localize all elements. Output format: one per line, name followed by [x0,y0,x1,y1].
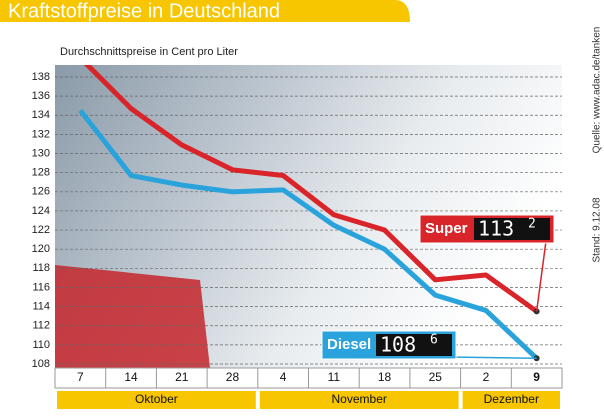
series-group [78,65,539,361]
price-display [376,334,452,356]
source: Quelle: www.adac.de/tanken [592,27,603,154]
legend-label: Super [425,220,468,237]
y-tick-label: 120 [32,243,50,255]
price-display [474,218,550,240]
y-tick-label: 136 [32,90,50,102]
chart-title: Kraftstoffpreise in Deutschland [8,0,280,22]
y-tick-label: 132 [32,128,50,140]
y-tick-label: 138 [32,71,50,83]
month-bar [57,391,256,409]
y-tick-label: 126 [32,186,50,198]
x-tick-label: 9 [533,370,540,384]
y-tick-label: 108 [32,358,50,370]
x-tick-label: 25 [429,370,443,384]
price: 113 [478,217,514,241]
y-tick-label: 124 [32,205,50,217]
date-note: Stand: 9.12.08 [592,197,603,262]
y-tick-label: 112 [32,320,50,332]
legend-label: Diesel [327,336,371,353]
price: 108 [380,333,416,357]
price-decimal: 2 [528,217,536,232]
x-tick-label: 21 [175,370,189,384]
title-bar [0,0,410,22]
x-tick-label: 7 [77,370,84,384]
x-tick-label: 14 [124,370,138,384]
y-tick-label: 114 [32,301,50,313]
series-line [83,65,539,314]
y-tick-label: 122 [32,224,50,236]
y-tick-label: 110 [32,339,50,351]
y-tick-label: 116 [32,281,50,293]
price-decimal: 6 [430,333,438,348]
month-bar [259,391,459,409]
x-tick-label: 2 [483,370,490,384]
background-image [55,265,210,368]
callout-line [447,356,537,360]
x-tick-label: 28 [226,370,240,384]
month-label: Dezember [484,392,539,406]
series-line [78,108,539,361]
x-tick-label: 11 [328,370,341,384]
month-bar [462,391,560,409]
y-tick-label: 130 [32,147,50,159]
y-tick-label: 128 [32,167,50,179]
x-tick-label: 4 [280,370,287,384]
y-tick-label: 134 [32,109,50,121]
x-tick-label: 18 [378,370,392,384]
month-label: November [332,392,387,406]
month-label: Oktober [135,392,178,406]
y-axis-label: Durchschnittspreise in Cent pro Liter [60,46,238,58]
y-tick-label: 118 [32,262,50,274]
callout-line [535,240,547,312]
